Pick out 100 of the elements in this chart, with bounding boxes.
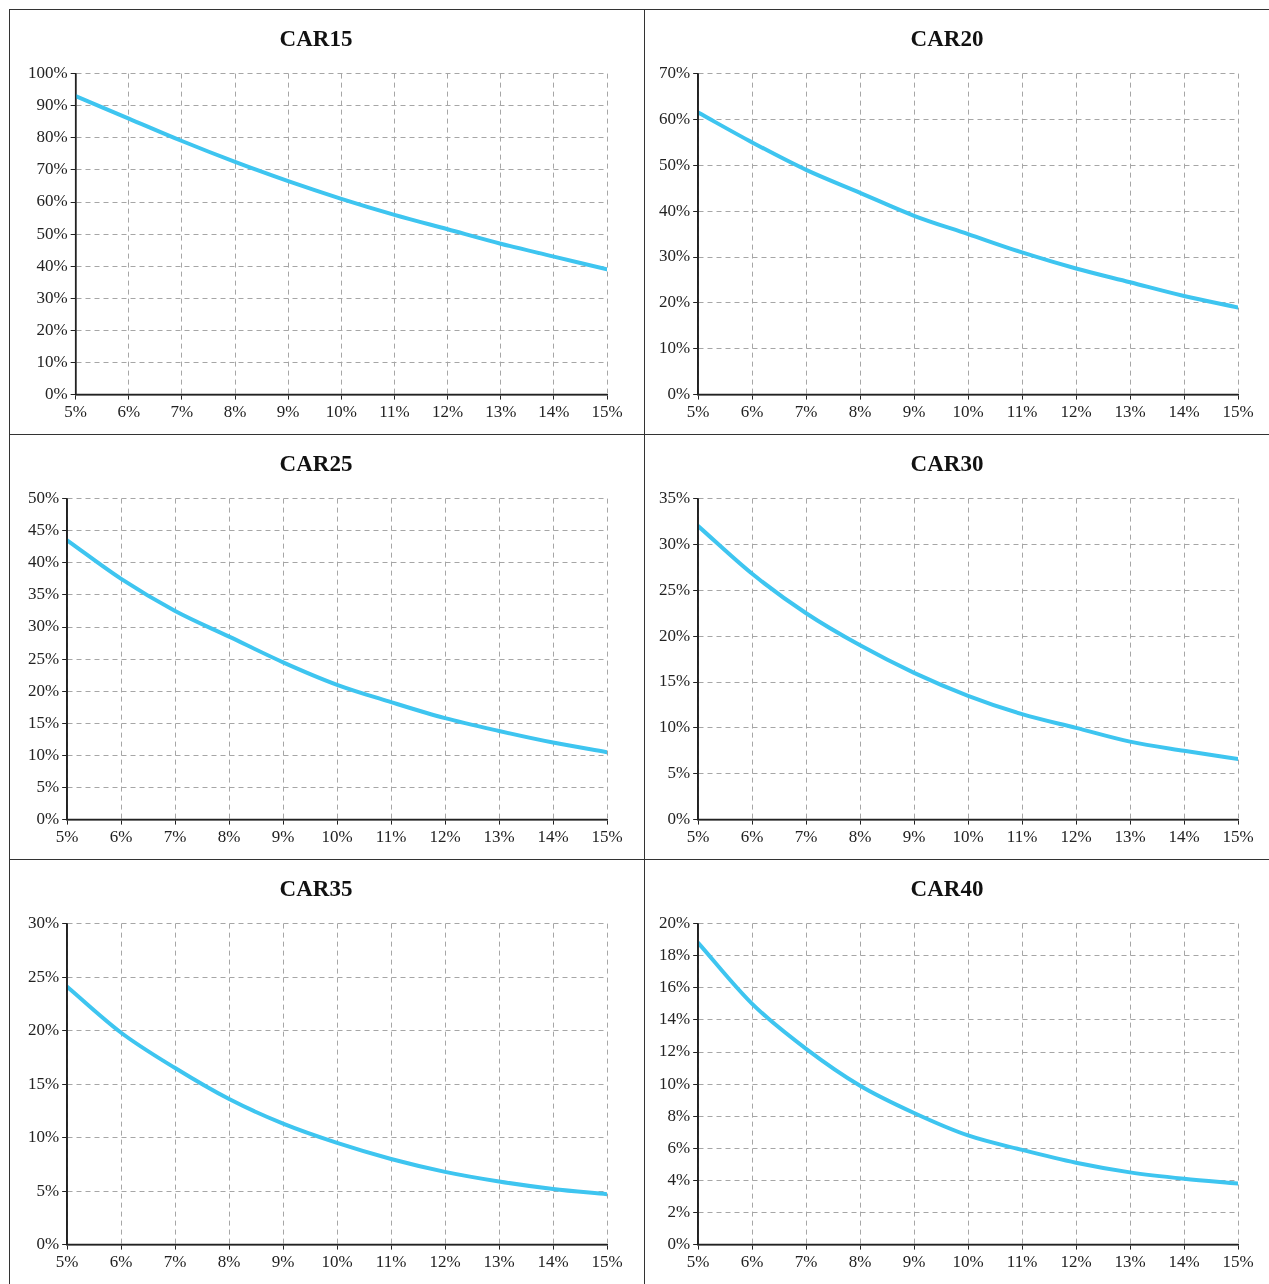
x-tick-label: 9%: [902, 1252, 925, 1272]
y-tick-label: 30%: [658, 533, 690, 553]
x-tick-label: 14%: [537, 1252, 569, 1272]
x-tick-label: 13%: [1113, 827, 1146, 847]
x-tick-label: 6%: [740, 827, 763, 847]
chart-title: CAR40: [910, 875, 983, 901]
x-tick-label: 9%: [276, 402, 300, 422]
y-tick-label: 5%: [36, 776, 60, 796]
x-tick-label: 9%: [902, 402, 925, 422]
x-tick-label: 14%: [1167, 1252, 1200, 1272]
x-tick-label: 10%: [951, 402, 984, 422]
x-tick-label: 12%: [432, 402, 464, 422]
y-tick-label: 6%: [666, 1137, 690, 1157]
y-tick-label: 18%: [658, 945, 690, 965]
x-tick-label: 11%: [1006, 827, 1037, 847]
y-tick-label: 16%: [658, 977, 690, 997]
y-tick-label: 60%: [658, 108, 690, 128]
x-tick-label: 14%: [1167, 827, 1200, 847]
y-tick-label: 45%: [27, 520, 60, 540]
x-tick-label: 8%: [848, 827, 871, 847]
x-tick-label: 11%: [1006, 402, 1037, 422]
x-tick-label: 10%: [321, 827, 353, 847]
x-tick-label: 6%: [109, 1252, 133, 1272]
y-tick-label: 10%: [27, 744, 60, 764]
y-tick-label: 0%: [36, 809, 60, 829]
x-tick-label: 11%: [375, 1252, 407, 1272]
line-series: [67, 984, 607, 1197]
chart-title: CAR35: [279, 875, 353, 901]
y-tick-label: 90%: [36, 95, 68, 115]
y-tick-label: 50%: [27, 488, 60, 508]
x-tick-label: 10%: [951, 1252, 984, 1272]
x-tick-label: 14%: [537, 827, 569, 847]
x-tick-label: 8%: [848, 1252, 871, 1272]
x-tick-label: 5%: [64, 402, 87, 422]
x-tick-label: 6%: [740, 402, 763, 422]
x-tick-label: 15%: [1221, 827, 1254, 847]
y-tick-label: 40%: [36, 255, 68, 275]
y-tick-label: 50%: [658, 154, 690, 174]
y-tick-label: 20%: [658, 625, 690, 645]
x-tick-label: 9%: [271, 827, 295, 847]
x-tick-label: 13%: [483, 827, 515, 847]
y-tick-label: 70%: [36, 159, 68, 179]
x-tick-label: 15%: [591, 1252, 623, 1272]
y-tick-label: 15%: [27, 712, 60, 732]
y-tick-label: 70%: [658, 63, 690, 83]
y-tick-label: 10%: [658, 1073, 690, 1093]
line-series: [697, 524, 1238, 762]
x-tick-label: 5%: [686, 402, 709, 422]
y-tick-label: 60%: [36, 191, 68, 211]
y-tick-label: 30%: [658, 246, 690, 266]
x-tick-label: 7%: [163, 1252, 187, 1272]
y-tick-label: 80%: [36, 127, 68, 147]
x-tick-label: 7%: [794, 402, 817, 422]
x-tick-label: 14%: [1167, 402, 1200, 422]
x-tick-label: 5%: [686, 827, 709, 847]
x-tick-label: 14%: [538, 402, 570, 422]
x-tick-label: 15%: [1221, 1252, 1254, 1272]
y-tick-label: 35%: [658, 488, 690, 508]
y-tick-label: 20%: [36, 319, 68, 339]
line-series: [697, 940, 1238, 1186]
x-tick-label: 8%: [217, 827, 241, 847]
y-tick-label: 20%: [658, 292, 690, 312]
y-tick-label: 15%: [658, 671, 690, 691]
y-tick-label: 25%: [27, 648, 60, 668]
chart-title: CAR25: [279, 450, 353, 476]
x-tick-label: 12%: [429, 1252, 461, 1272]
y-tick-label: 0%: [36, 1234, 60, 1254]
x-tick-label: 7%: [794, 1252, 817, 1272]
y-tick-label: 25%: [658, 579, 690, 599]
y-tick-label: 10%: [27, 1127, 60, 1147]
x-tick-label: 12%: [1059, 827, 1092, 847]
x-tick-label: 7%: [794, 827, 817, 847]
y-tick-label: 50%: [36, 223, 68, 243]
y-tick-label: 0%: [666, 384, 690, 404]
y-tick-label: 8%: [666, 1105, 690, 1125]
x-tick-label: 15%: [591, 402, 623, 422]
y-tick-label: 5%: [666, 763, 690, 783]
x-tick-label: 15%: [591, 827, 623, 847]
x-tick-label: 8%: [217, 1252, 241, 1272]
x-tick-label: 8%: [223, 402, 247, 422]
y-tick-label: 14%: [658, 1009, 690, 1029]
x-tick-label: 10%: [321, 1252, 353, 1272]
y-tick-label: 35%: [27, 584, 60, 604]
x-tick-label: 8%: [848, 402, 871, 422]
y-tick-label: 40%: [27, 552, 60, 572]
y-tick-label: 0%: [666, 809, 690, 829]
y-tick-label: 20%: [658, 913, 690, 933]
y-tick-label: 0%: [44, 384, 68, 404]
x-tick-label: 6%: [117, 402, 141, 422]
y-tick-label: 30%: [27, 913, 60, 933]
y-tick-label: 40%: [658, 200, 690, 220]
y-tick-label: 12%: [658, 1041, 690, 1061]
chart-title: CAR15: [279, 25, 353, 51]
y-tick-label: 10%: [658, 338, 690, 358]
x-tick-label: 6%: [740, 1252, 763, 1272]
x-tick-label: 10%: [325, 402, 357, 422]
line-series: [697, 110, 1238, 310]
x-tick-label: 13%: [485, 402, 517, 422]
chart-title: CAR20: [910, 25, 983, 51]
x-tick-label: 15%: [1221, 402, 1254, 422]
